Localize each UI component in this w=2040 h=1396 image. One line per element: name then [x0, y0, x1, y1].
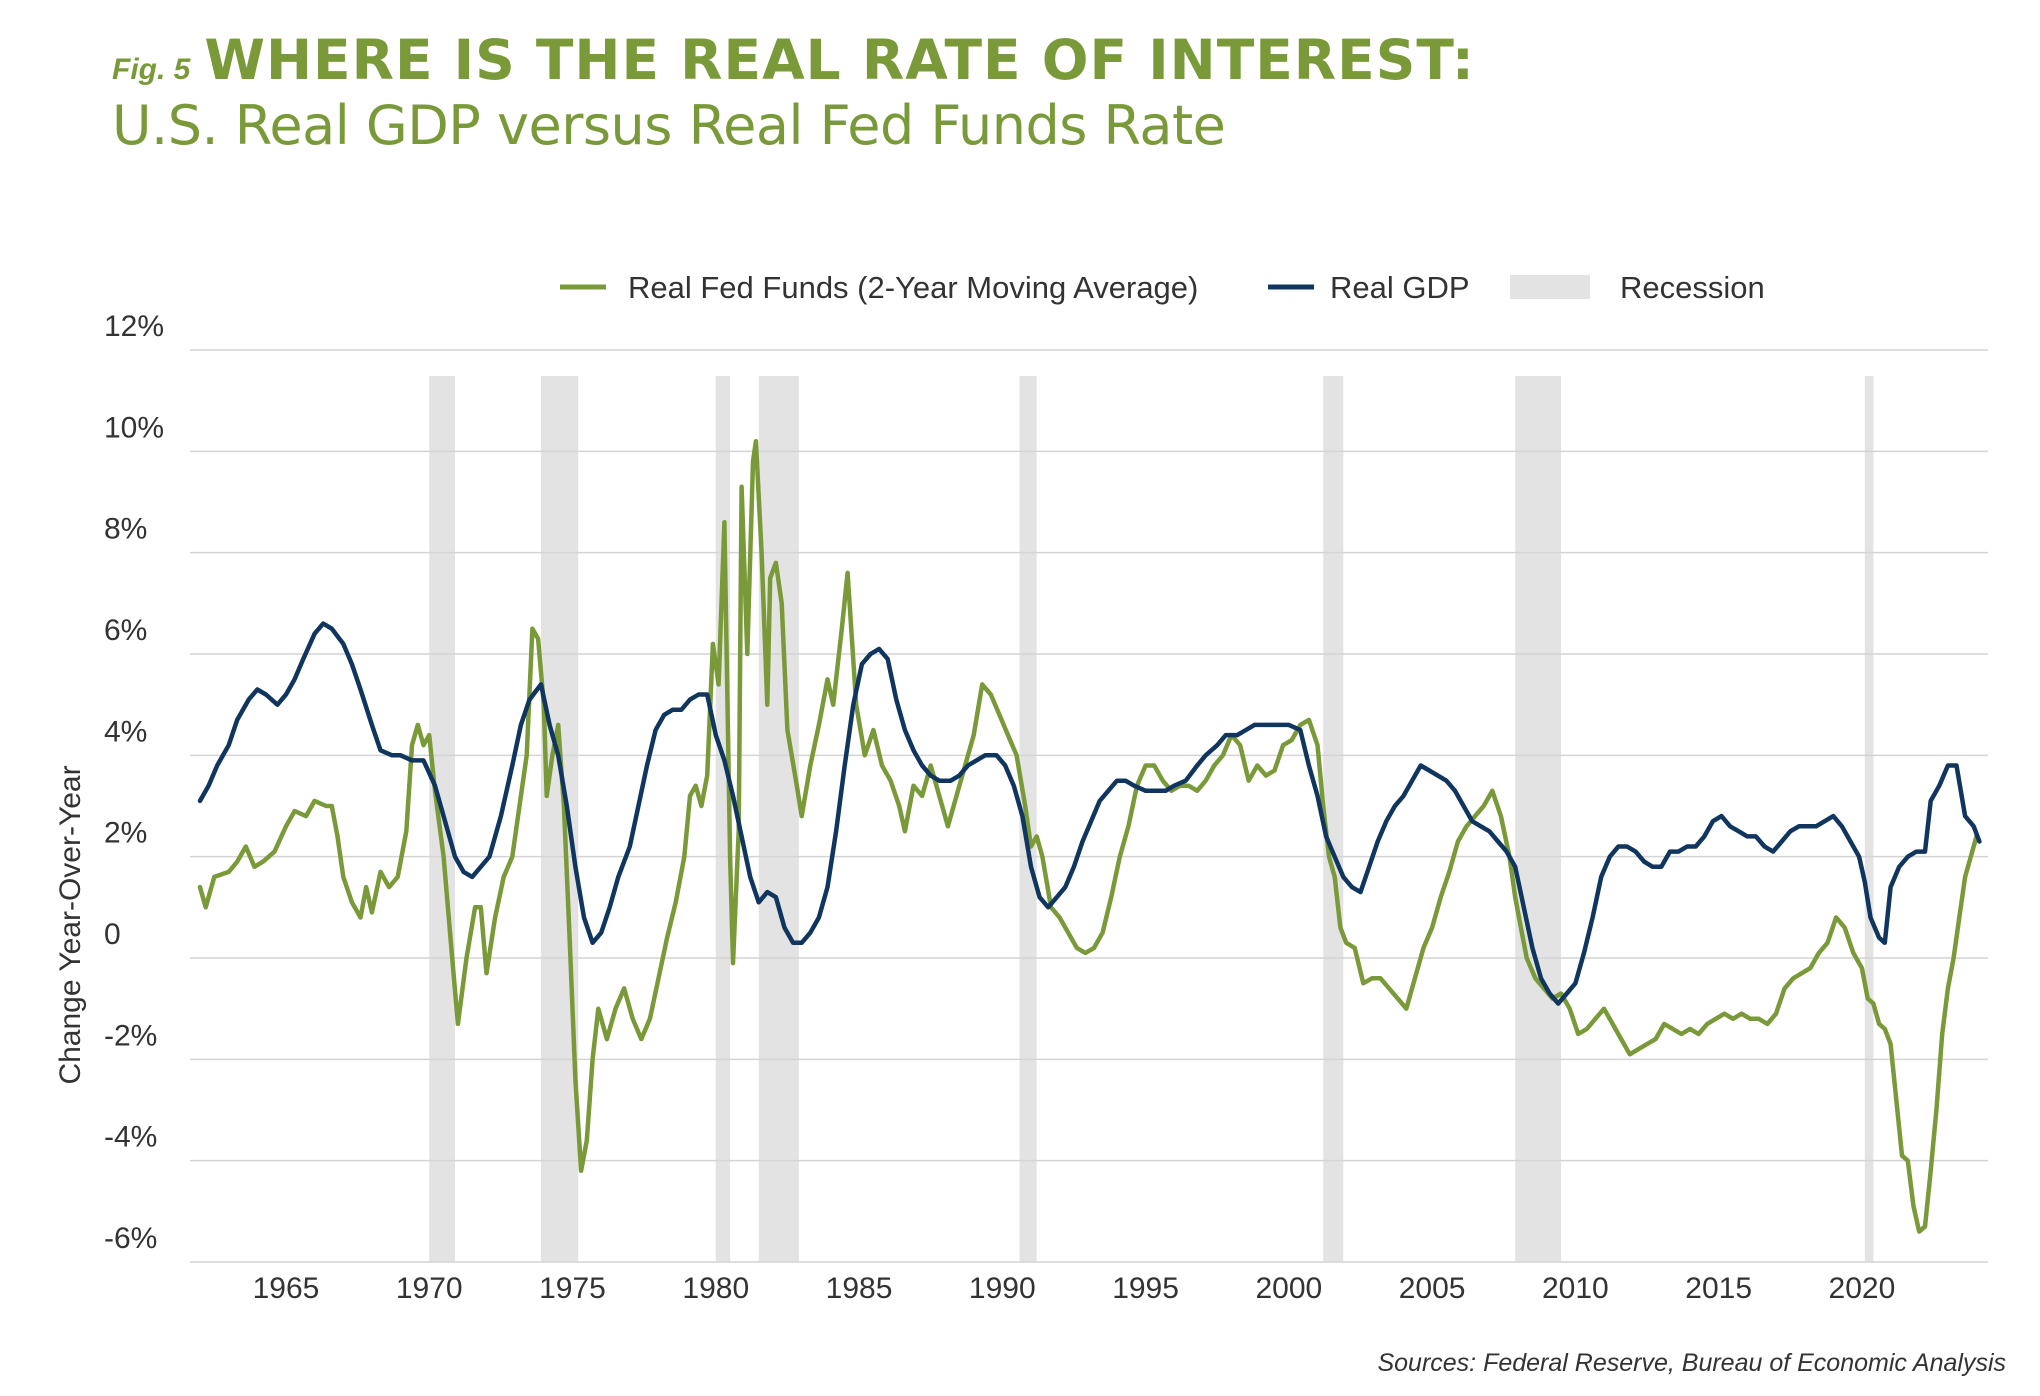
recession-band-1 [540, 376, 579, 1262]
series-lines [197, 438, 1982, 1234]
legend-recession-swatch [1510, 275, 1590, 299]
recession-band-5 [1323, 376, 1344, 1262]
x-tick-label: 2020 [1829, 1272, 1896, 1305]
y-tick-label: -6% [104, 1222, 157, 1255]
fed-funds-line [197, 438, 1979, 1234]
title-line: Fig. 5 WHERE IS THE REAL RATE OF INTEREST… [112, 28, 1475, 92]
x-tick-label: 1980 [682, 1272, 749, 1305]
x-tick-label: 1975 [539, 1272, 606, 1305]
y-tick-label: 12% [104, 310, 164, 343]
title-block: Fig. 5 WHERE IS THE REAL RATE OF INTEREST… [112, 28, 1475, 157]
recession-bands [429, 376, 1874, 1262]
x-tick-label: 2015 [1685, 1272, 1752, 1305]
legend-recession-label: Recession [1620, 270, 1765, 305]
y-tick-label: 10% [104, 411, 164, 444]
recession-band-3 [758, 376, 799, 1262]
x-tick-label: 2005 [1399, 1272, 1466, 1305]
legend-gdp-label: Real GDP [1330, 270, 1470, 305]
y-tick-label: 8% [104, 513, 147, 546]
chart-subtitle: U.S. Real GDP versus Real Fed Funds Rate [112, 94, 1226, 157]
y-tick-label: 0 [104, 918, 121, 951]
x-tick-label: 1985 [826, 1272, 893, 1305]
recession-band-7 [1864, 376, 1874, 1262]
chart-title: WHERE IS THE REAL RATE OF INTEREST: [204, 28, 1475, 92]
y-tick-label: 2% [104, 817, 147, 850]
legend: Real Fed Funds (2-Year Moving Average) Re… [560, 270, 1765, 305]
x-tick-label: 1995 [1112, 1272, 1179, 1305]
x-tick-label: 1970 [396, 1272, 463, 1305]
recession-band-6 [1515, 376, 1562, 1262]
source-note: Sources: Federal Reserve, Bureau of Econ… [1377, 1349, 2006, 1377]
y-tick-label: -2% [104, 1019, 157, 1052]
x-axis-tick-labels: 1965 1970 1975 1980 1985 1990 1995 2000 2005 2010… [253, 1272, 1896, 1305]
x-tick-label: 1990 [969, 1272, 1036, 1305]
y-tick-label: 6% [104, 614, 147, 647]
gridlines [190, 349, 1988, 1263]
y-tick-label: 4% [104, 715, 147, 748]
legend-fed-funds-label: Real Fed Funds (2-Year Moving Average) [628, 270, 1198, 305]
x-tick-label: 2000 [1255, 1272, 1322, 1305]
x-tick-label: 2010 [1542, 1272, 1609, 1305]
y-tick-label: -4% [104, 1121, 157, 1154]
y-axis-label: Change Year-Over-Year [54, 765, 87, 1084]
y-axis-tick-labels: -6% -4% -2% 0 2% 4% 6% 8% 10% 12% [104, 310, 164, 1255]
gdp-line [197, 621, 1982, 1006]
x-tick-label: 1965 [253, 1272, 320, 1305]
figure-number: Fig. 5 [112, 53, 191, 86]
